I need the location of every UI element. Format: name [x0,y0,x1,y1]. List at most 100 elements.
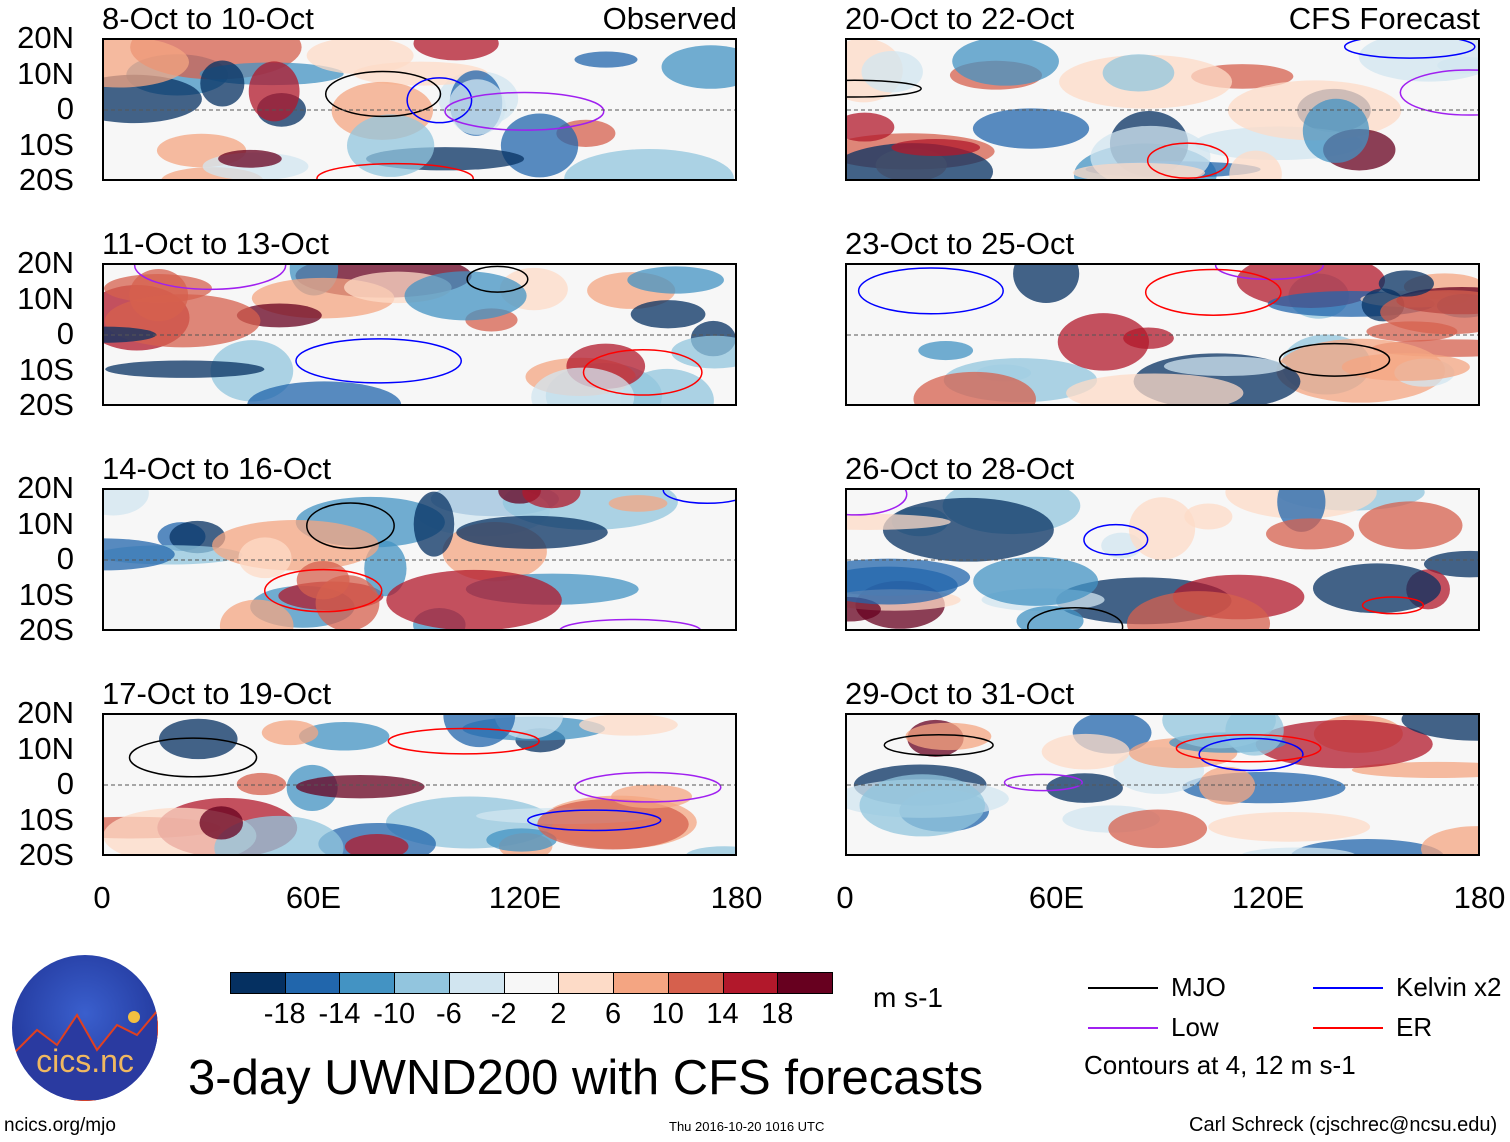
lat-tick-label: 10N [17,280,74,316]
lon-tick-label: 120E [1231,880,1305,915]
lon-tick-label: 120E [488,880,562,915]
anomaly-blob [296,560,350,600]
wave-contour [883,734,994,757]
wave-contour [1361,596,1425,615]
wave-contour [406,77,473,124]
anomaly-blob [386,569,562,629]
anomaly-blob [891,139,981,156]
lat-tick-label: 0 [56,91,74,126]
anomaly-blob [169,520,226,554]
wave-contour [387,727,540,755]
lat-tick-label: 20N [17,470,74,505]
legend-line [1313,987,1383,989]
anomaly-blob [1066,373,1244,404]
lat-tick-label: 10N [17,55,74,91]
wave-contour [662,490,735,505]
colorbar-label: 2 [550,998,567,1030]
observed-label: Observed [602,1,737,36]
wind-anomaly-field [104,40,735,179]
anomaly-blob [611,784,693,809]
anomaly-blob [248,61,300,122]
anomaly-blob [1057,313,1150,371]
colorbar-swatch [613,972,669,994]
lat-tick-label: 10S [18,351,74,387]
colorbar-swatch [230,972,286,994]
wave-contour [1027,607,1124,629]
lat-tick-label: 10N [17,730,74,766]
anomaly-blob [1016,605,1084,629]
wave-contour [582,349,703,396]
legend-label: Kelvin x2 [1396,972,1502,1002]
anomaly-blob [671,335,735,369]
footer-author: Carl Schreck (cjschrec@ncsu.edu) [1189,1114,1498,1136]
anomaly-blob [214,815,344,854]
lon-tick-label: 0 [93,880,111,915]
anomaly-blob [531,367,635,404]
wave-contour [847,79,922,98]
anomaly-blob [298,721,390,751]
anomaly-blob [456,515,608,549]
lon-tick-label: 180 [710,880,763,915]
figure-title: 3-day UWND200 with CFS forecasts [188,1051,984,1105]
colorbar-swatch [667,972,724,994]
anomaly-blob [952,40,1059,86]
wave-contour [574,771,722,803]
wave-contour [847,490,908,516]
wave-contour [133,265,287,291]
anomaly-blob [1421,826,1478,854]
anomaly-blob [1312,563,1441,614]
wave-contour [1146,142,1229,179]
forecast-label: CFS Forecast [1288,1,1480,36]
panel-title: 26-Oct to 28-Oct [845,451,1075,486]
anomaly-blob [212,519,379,571]
anomaly-blob [1351,761,1478,778]
anomaly-blob [199,806,243,840]
anomaly-blob [448,79,506,135]
anomaly-blob [236,772,287,796]
colorbar-label: -18 [263,998,306,1030]
colorbar-label: -2 [490,998,517,1030]
lat-tick-label: 10S [18,801,74,837]
anomaly-blob [261,720,319,746]
footer-url[interactable]: ncics.org/mjo [4,1115,116,1136]
lat-tick-label: 20S [18,387,74,422]
lon-tick-label: 60E [1028,880,1085,915]
panel-title: 14-Oct to 16-Oct [102,451,332,486]
anomaly-blob [346,114,435,177]
lon-tick-label: 60E [285,880,342,915]
anomaly-blob [972,108,1090,149]
anomaly-blob [104,490,149,516]
anomaly-blob [413,491,455,557]
footer-timestamp: Thu 2016-10-20 1016 UTC [669,1119,825,1134]
wave-contour [466,265,529,293]
wind-anomaly-field [104,265,735,404]
anomaly-blob [104,538,175,571]
map-panel [845,713,1480,856]
anomaly-blob [200,60,245,107]
map-panel [845,263,1480,406]
anomaly-blob [344,834,409,854]
lat-tick-label: 20S [18,837,74,872]
panel-title: 8-Oct to 10-Oct [102,1,314,36]
anomaly-blob [661,45,735,89]
anomaly-blob [905,722,992,751]
map-panel [102,713,737,856]
anomaly-blob [1072,162,1206,179]
lat-tick-label: 20S [18,162,74,197]
anomaly-blob [574,51,638,68]
anomaly-blob [1198,766,1256,805]
anomaly-blob [1423,550,1478,578]
legend-line [1313,1027,1383,1029]
lat-tick-label: 10S [18,126,74,162]
wave-contour [444,91,605,131]
anomaly-blob [218,149,282,168]
panel-title: 17-Oct to 19-Oct [102,676,332,711]
legend-line [1088,1027,1158,1029]
anomaly-blob [413,40,499,61]
anomaly-blob [306,40,414,74]
anomaly-blob [522,490,581,509]
anomaly-blob [1378,270,1434,297]
anomaly-blob [686,846,735,854]
colorbar-label: -6 [436,998,462,1030]
wave-contour [1399,69,1478,116]
